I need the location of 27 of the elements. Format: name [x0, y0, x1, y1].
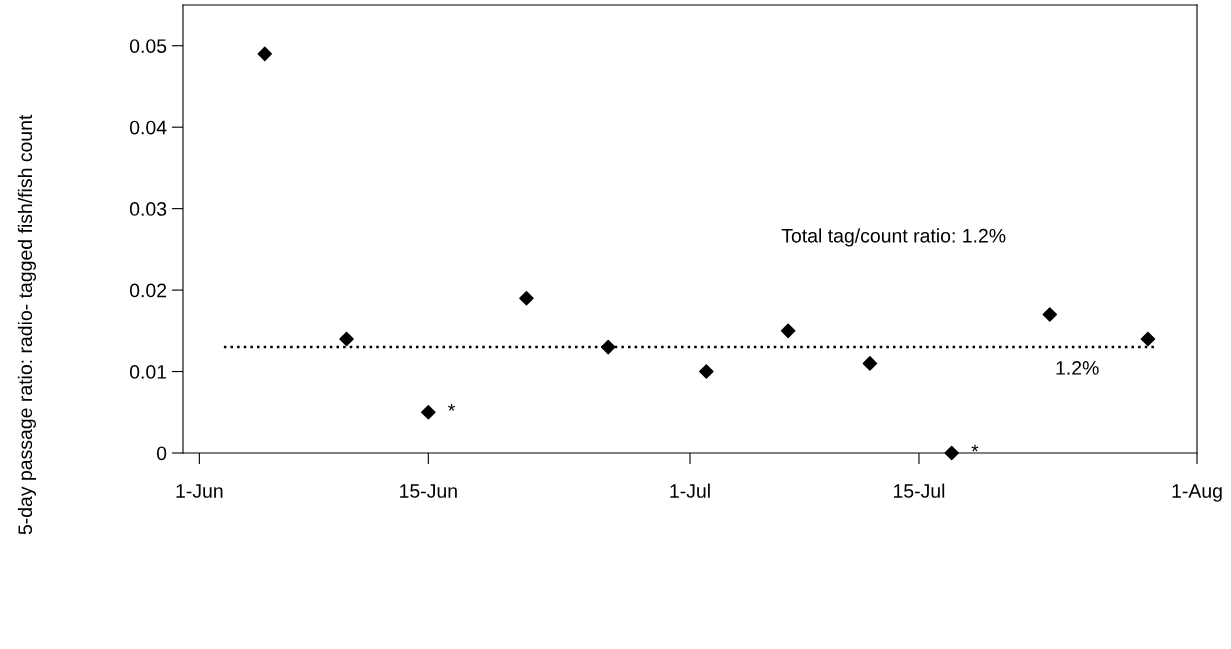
- point: [699, 364, 714, 379]
- y-axis-title: 5-day passage ratio: radio- tagged fish/fish count: [17, 114, 36, 535]
- point: [600, 339, 616, 355]
- annotation: *: [448, 403, 456, 411]
- x-tick-label: 1-Jun: [176, 484, 223, 498]
- y-tick-label: 0.03: [129, 202, 167, 216]
- point: [519, 290, 534, 306]
- point: [1140, 331, 1156, 347]
- y-tick-label: 0: [156, 446, 167, 461]
- x-tick-label: 15-Jun: [400, 484, 457, 498]
- x-tick-label: 1-Aug: [1172, 484, 1222, 502]
- point: [944, 445, 959, 461]
- point: [780, 323, 796, 339]
- point: [421, 404, 436, 420]
- y-tick-label: 0.01: [129, 365, 167, 379]
- point: [1042, 307, 1058, 322]
- x-tick-label: 15-Jul: [893, 483, 945, 498]
- y-tick-label: 0.04: [129, 120, 167, 135]
- point: [339, 331, 354, 347]
- annotation: 1.2%: [1056, 361, 1099, 375]
- annotation: *: [971, 444, 979, 452]
- x-tick-label: 1-Jul: [670, 483, 710, 498]
- y-tick-label: 0.02: [129, 283, 167, 298]
- y-tick-label: 0.05: [129, 39, 167, 53]
- annotation: Total tag/count ratio: 1.2%: [781, 228, 1006, 247]
- point: [862, 356, 878, 371]
- point: [257, 46, 273, 62]
